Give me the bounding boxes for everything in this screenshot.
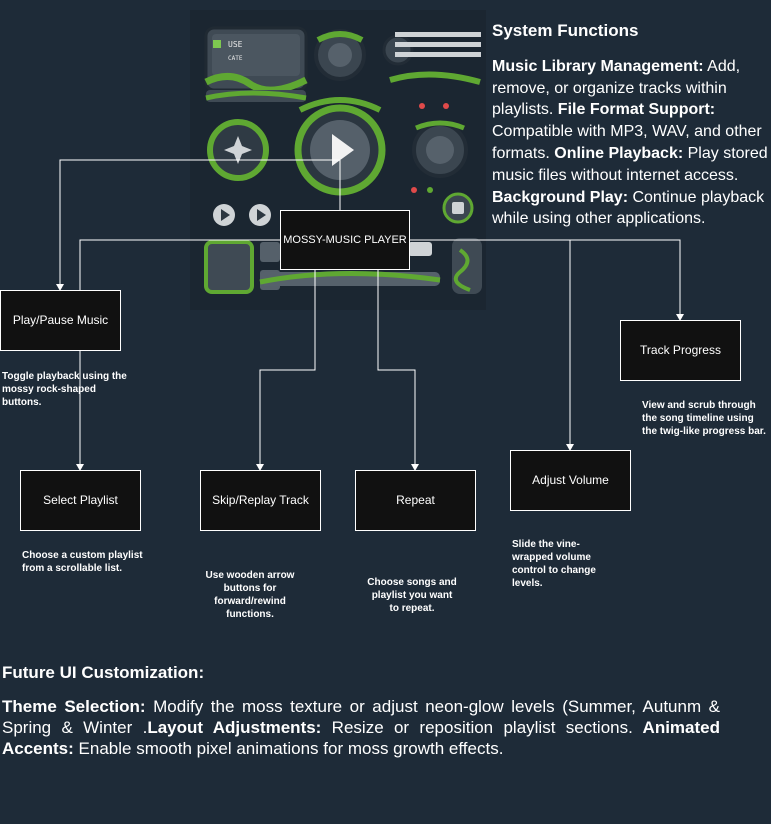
future-label: Animated Accents: [2,718,720,758]
repeat-label: Repeat [396,493,435,507]
future-item-text: Modify the moss texture or adjust neon-g… [2,697,720,737]
future-label: Layout Adjustments: [147,718,322,737]
future-customization-panel: Future UI Customization: Theme Selection… [2,662,720,759]
mossy-music-player-node: MOSSY-MUSIC PLAYER [280,210,410,270]
future-text: Theme Selection: Modify the moss texture… [2,696,720,759]
future-label: Theme Selection: [2,697,146,716]
function-label: Music Library Management: [492,57,704,75]
play-pause-node: Play/Pause Music [0,290,121,351]
select-playlist-node: Select Playlist [20,470,141,531]
star-icon [224,136,252,164]
repeat-desc: Choose songs and playlist you want to re… [367,577,457,614]
track-progress-node: Track Progress [620,320,741,381]
function-label: File Format Support: [553,101,716,119]
play-icon [332,134,354,166]
svg-text:USE: USE [228,40,243,49]
select-playlist-desc: Choose a custom playlist from a scrollab… [22,550,143,574]
adjust-volume-node: Adjust Volume [510,450,631,511]
skip-replay-desc: Use wooden arrow buttons for forward/rew… [205,570,295,620]
play-pause-desc: Toggle playback using the mossy rock-sha… [2,371,127,408]
play-pause-label: Play/Pause Music [12,313,109,327]
mossy-music-player-label: MOSSY-MUSIC PLAYER [283,233,407,246]
select-playlist-label: Select Playlist [43,493,118,507]
system-functions-text: Music Library Management: Add, remove, o… [492,56,770,230]
function-label: Online Playback: [549,144,684,162]
function-text: Play stored music files without internet… [492,144,768,184]
repeat-node: Repeat [355,470,476,531]
function-label: Background Play: [492,188,629,206]
function-text: Add, remove, or organize tracks within p… [492,57,741,119]
adjust-volume-desc: Slide the vine-wrapped volume control to… [512,539,596,589]
track-progress-desc: View and scrub through the song timeline… [642,400,766,437]
skip-replay-node: Skip/Replay Track [200,470,321,531]
skip-replay-label: Skip/Replay Track [212,493,309,507]
adjust-volume-label: Adjust Volume [532,473,609,487]
future-item-text: Enable smooth pixel animations for moss … [73,739,504,758]
system-functions-panel: System Functions Music Library Managemen… [492,20,770,230]
svg-text:CATE: CATE [228,55,243,62]
system-functions-heading: System Functions [492,21,639,40]
play-small-icon [221,209,230,221]
moss-vine-icon [453,248,471,292]
function-text: Continue playback while using other appl… [492,188,765,228]
future-item-text: Resize or reposition playlist sections. [321,718,633,737]
track-progress-label: Track Progress [640,343,721,357]
future-heading: Future UI Customization: [2,663,205,682]
leaf-icon [213,40,221,48]
function-text: Compatible with MP3, WAV, and other form… [492,123,762,162]
